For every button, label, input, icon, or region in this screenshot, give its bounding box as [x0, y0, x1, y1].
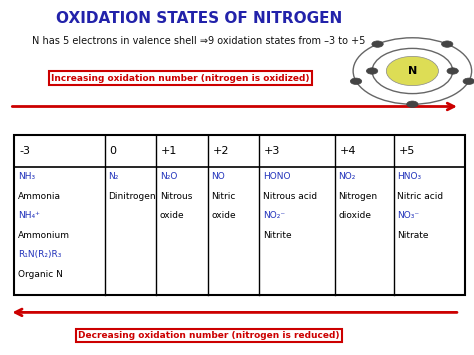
Text: Decreasing oxidation number (nitrogen is reduced): Decreasing oxidation number (nitrogen is…	[78, 331, 339, 340]
Ellipse shape	[366, 68, 378, 74]
Text: N has 5 electrons in valence shell ⇒9 oxidation states from –3 to +5: N has 5 electrons in valence shell ⇒9 ox…	[32, 36, 366, 45]
Text: Increasing oxidation number (nitrogen is oxidized): Increasing oxidation number (nitrogen is…	[51, 73, 310, 83]
Text: Ammonia: Ammonia	[18, 192, 61, 201]
Text: dioxide: dioxide	[338, 211, 372, 220]
Text: HONO: HONO	[263, 172, 290, 181]
Text: Nitrous acid: Nitrous acid	[263, 192, 317, 201]
Text: +2: +2	[212, 146, 229, 156]
Text: Nitrite: Nitrite	[263, 231, 292, 240]
Text: NO₂⁻: NO₂⁻	[263, 211, 285, 220]
Text: NO₂: NO₂	[338, 172, 356, 181]
Ellipse shape	[372, 41, 383, 47]
Text: N₂O: N₂O	[160, 172, 177, 181]
Text: oxide: oxide	[160, 211, 184, 220]
Ellipse shape	[441, 41, 453, 47]
Text: Ammonium: Ammonium	[18, 231, 70, 240]
Text: NH₄⁺: NH₄⁺	[18, 211, 40, 220]
Ellipse shape	[463, 78, 474, 84]
Text: Nitric: Nitric	[211, 192, 236, 201]
Text: Organic N: Organic N	[18, 270, 63, 279]
Text: Nitrous: Nitrous	[160, 192, 192, 201]
Text: NO: NO	[211, 172, 225, 181]
Text: 0: 0	[109, 146, 117, 156]
Text: NH₃: NH₃	[18, 172, 35, 181]
Ellipse shape	[386, 56, 438, 86]
Text: Nitrogen: Nitrogen	[338, 192, 378, 201]
Text: R₁N(R₂)R₃: R₁N(R₂)R₃	[18, 250, 62, 259]
Text: Nitrate: Nitrate	[397, 231, 429, 240]
Text: N: N	[408, 66, 417, 76]
Text: -3: -3	[19, 146, 30, 156]
Ellipse shape	[447, 68, 458, 74]
Text: +5: +5	[398, 146, 415, 156]
Text: oxide: oxide	[211, 211, 236, 220]
Text: N₂: N₂	[109, 172, 119, 181]
Text: Dinitrogen: Dinitrogen	[109, 192, 156, 201]
Text: +3: +3	[264, 146, 280, 156]
Text: OXIDATION STATES OF NITROGEN: OXIDATION STATES OF NITROGEN	[56, 11, 342, 26]
Text: Nitric acid: Nitric acid	[397, 192, 444, 201]
Ellipse shape	[350, 78, 362, 84]
Text: +1: +1	[161, 146, 177, 156]
Text: HNO₃: HNO₃	[397, 172, 421, 181]
Ellipse shape	[407, 101, 418, 108]
Text: NO₃⁻: NO₃⁻	[397, 211, 419, 220]
FancyBboxPatch shape	[14, 135, 465, 295]
Text: +4: +4	[339, 146, 356, 156]
